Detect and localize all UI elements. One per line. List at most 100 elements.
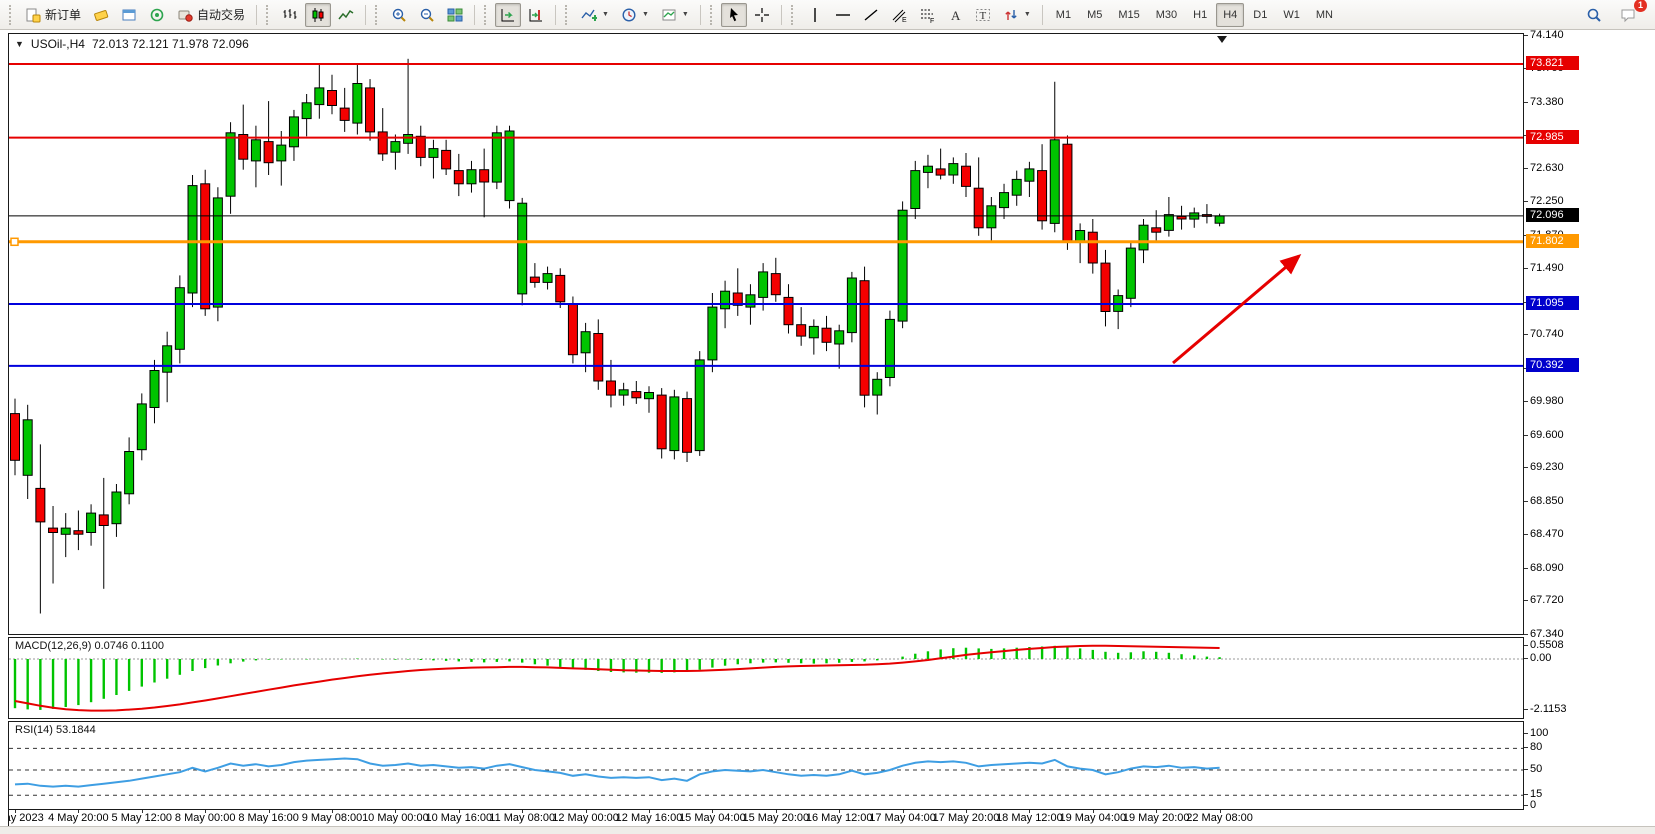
time-tick-mark: [332, 810, 333, 813]
chart-shift-button[interactable]: [523, 3, 549, 27]
timeframe-d1-button[interactable]: D1: [1253, 8, 1268, 21]
signal-icon: [150, 8, 164, 21]
toolbar-grip: [375, 4, 381, 25]
dropdown-arrow-icon: ▼: [1023, 11, 1031, 18]
timeframe-w1-button[interactable]: W1: [1283, 8, 1300, 21]
autoscroll-icon: [501, 8, 515, 21]
indicators-icon: [581, 9, 598, 21]
timeframe-mn-button[interactable]: MN: [1315, 8, 1333, 21]
candle-body: [644, 392, 654, 400]
text-button[interactable]: A: [942, 3, 968, 27]
candle-body: [441, 149, 452, 170]
price-tick-label: 72.630: [1530, 161, 1564, 174]
indicators-button[interactable]: ▼: [576, 3, 614, 27]
bar-chart-button[interactable]: [277, 3, 303, 27]
crosshair-button[interactable]: [749, 3, 775, 27]
time-tick-label: 12 May 16:00: [615, 812, 683, 824]
periods-button[interactable]: ▼: [616, 3, 654, 27]
candle-body: [758, 271, 769, 298]
time-tick-mark: [458, 810, 460, 813]
rsi-pane[interactable]: RSI(14) 53.1844: [8, 721, 1524, 810]
candle-body: [517, 202, 528, 295]
time-tick-label: 19 May 20:00: [1122, 812, 1190, 824]
rsi-line: [14, 757, 1220, 788]
one-click-trading-toggle-icon[interactable]: ▼: [15, 39, 24, 49]
macd-pane[interactable]: MACD(12,26,9) 0.0746 0.1100: [8, 637, 1524, 719]
toolbar-grip: [790, 4, 797, 25]
time-tick-mark: [268, 810, 270, 813]
candle-body: [745, 294, 756, 308]
auto-trading-button[interactable]: 自动交易: [172, 3, 250, 27]
price-badge-70.392: 70.392: [1526, 357, 1579, 372]
equidistant-channel-button[interactable]: E: [886, 3, 912, 27]
timeframe-m30-button[interactable]: M30: [1155, 8, 1178, 21]
tile-windows-button[interactable]: [442, 3, 468, 27]
notification-count-badge: 1: [1634, 0, 1647, 12]
macd-tick-mark: [1524, 708, 1528, 710]
rsi-plot[interactable]: [9, 722, 1523, 809]
rsi-axis-label: 50: [1530, 763, 1543, 775]
macd-plot[interactable]: [9, 638, 1523, 718]
shift-icon: [529, 8, 543, 21]
text-label-button[interactable]: T: [970, 3, 996, 27]
candle-body: [1011, 178, 1022, 196]
candle-body: [35, 487, 46, 523]
macd-signal-line: [14, 644, 1220, 712]
time-tick-mark: [205, 810, 207, 813]
toolbar-grip: [9, 4, 15, 25]
candle-body: [1125, 247, 1136, 299]
autotrade-icon: [178, 10, 193, 22]
auto-scroll-button[interactable]: [495, 2, 522, 27]
label-icon: T: [975, 8, 990, 22]
price-axis[interactable]: 74.14073.76073.38073.00072.63072.25071.8…: [1524, 29, 1655, 811]
time-tick-mark: [585, 810, 587, 813]
candlestick-chart[interactable]: [9, 34, 1523, 634]
rsi-tick-mark: [1524, 794, 1528, 796]
time-tick-mark: [966, 810, 967, 813]
templates-button[interactable]: ▼: [656, 3, 694, 27]
chart-symbol-period: USOil-,H4: [30, 37, 85, 51]
timeframe-m1-button[interactable]: M1: [1055, 8, 1072, 21]
candle-body: [567, 303, 578, 356]
timeframe-m15-button[interactable]: M15: [1118, 8, 1140, 21]
ticket-icon: [94, 9, 109, 21]
trendline-button[interactable]: [858, 3, 884, 27]
candle-body: [694, 359, 705, 452]
svg-text:A: A: [951, 8, 961, 23]
timeframe-m5-button[interactable]: M5: [1087, 8, 1103, 21]
time-axis[interactable]: 4 May 2023 4 May 20:005 May 12:008 May 00…: [8, 810, 1525, 826]
candle-body: [580, 331, 591, 354]
line-chart-button[interactable]: [333, 3, 359, 27]
horizontal-line-button[interactable]: [830, 3, 856, 27]
price-tick-mark: [1524, 101, 1528, 103]
arrow-annotation[interactable]: [1172, 254, 1302, 365]
order-ticket-button[interactable]: [88, 3, 114, 27]
candle-body: [403, 134, 414, 144]
candle-body: [872, 378, 883, 396]
signals-button[interactable]: [144, 3, 170, 27]
search-button[interactable]: [1581, 3, 1607, 27]
zoom-out-button[interactable]: [414, 3, 440, 27]
arrows-button[interactable]: ▼: [998, 3, 1036, 27]
candle-body: [327, 90, 337, 106]
candle-body: [428, 148, 439, 158]
chart-window-button[interactable]: [116, 3, 142, 27]
new-order-button[interactable]: 新订单: [20, 3, 86, 27]
fibonacci-button[interactable]: F: [914, 3, 940, 27]
time-tick-mark: [1156, 810, 1158, 813]
candle-body: [808, 325, 819, 339]
vertical-line-button[interactable]: [802, 3, 828, 27]
macd-axis-label: 0.00: [1530, 652, 1552, 664]
hline-handle[interactable]: [10, 237, 19, 247]
main-chart-pane[interactable]: ▼ USOil-,H4 72.013 72.121 71.978 72.096: [8, 33, 1524, 635]
candle-body: [834, 330, 845, 345]
candle-body: [124, 451, 135, 495]
candlestick-chart-button[interactable]: [305, 2, 332, 27]
timeframe-h4-button[interactable]: H4: [1216, 2, 1245, 27]
timeframe-h1-button[interactable]: H1: [1193, 8, 1208, 21]
notifications-button[interactable]: 1: [1615, 0, 1647, 27]
cursor-button[interactable]: [720, 2, 747, 27]
candle-body: [314, 87, 325, 106]
zoom-in-button[interactable]: [386, 3, 412, 27]
